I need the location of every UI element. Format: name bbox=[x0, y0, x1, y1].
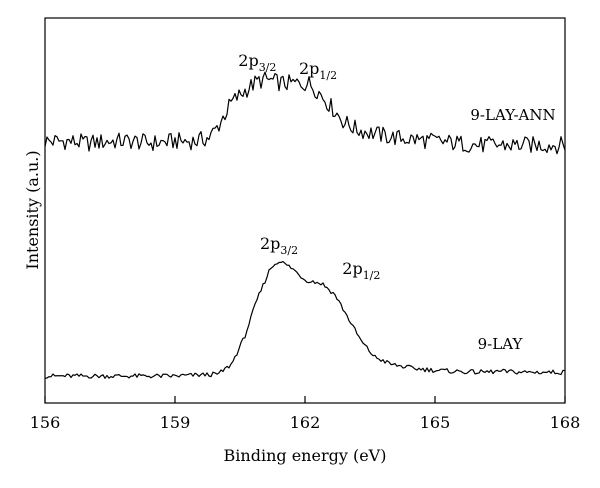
peak-label-main: 2p bbox=[342, 259, 362, 278]
series-line-9-lay bbox=[44, 260, 566, 379]
x-tick-label: 165 bbox=[420, 413, 451, 432]
x-axis-ticks: 156 159 162 165 168 bbox=[30, 396, 581, 432]
x-tick-label: 156 bbox=[30, 413, 61, 432]
peak-label: 2p3/2 bbox=[260, 234, 298, 257]
peak-label-sub: 1/2 bbox=[363, 269, 381, 282]
series-label: 9-LAY-ANN bbox=[470, 106, 555, 124]
y-axis-title: Intensity (a.u.) bbox=[23, 150, 42, 269]
series-line-9-lay-ann bbox=[44, 71, 566, 155]
peak-label-main: 2p bbox=[299, 59, 319, 78]
peak-label: 2p1/2 bbox=[342, 259, 380, 282]
series-label: 9-LAY bbox=[478, 335, 524, 353]
x-tick-label: 159 bbox=[160, 413, 191, 432]
series-layer bbox=[44, 71, 566, 379]
peak-label-sub: 1/2 bbox=[319, 69, 337, 82]
peak-label-sub: 3/2 bbox=[280, 244, 298, 257]
peak-label: 2p3/2 bbox=[238, 51, 276, 74]
x-tick-label: 162 bbox=[290, 413, 321, 432]
peak-label: 2p1/2 bbox=[299, 59, 337, 82]
peak-label-main: 2p bbox=[238, 51, 258, 70]
x-axis-title: Binding energy (eV) bbox=[224, 446, 387, 465]
x-tick-label: 168 bbox=[550, 413, 581, 432]
peak-label-main: 2p bbox=[260, 234, 280, 253]
peak-label-sub: 3/2 bbox=[259, 61, 277, 74]
